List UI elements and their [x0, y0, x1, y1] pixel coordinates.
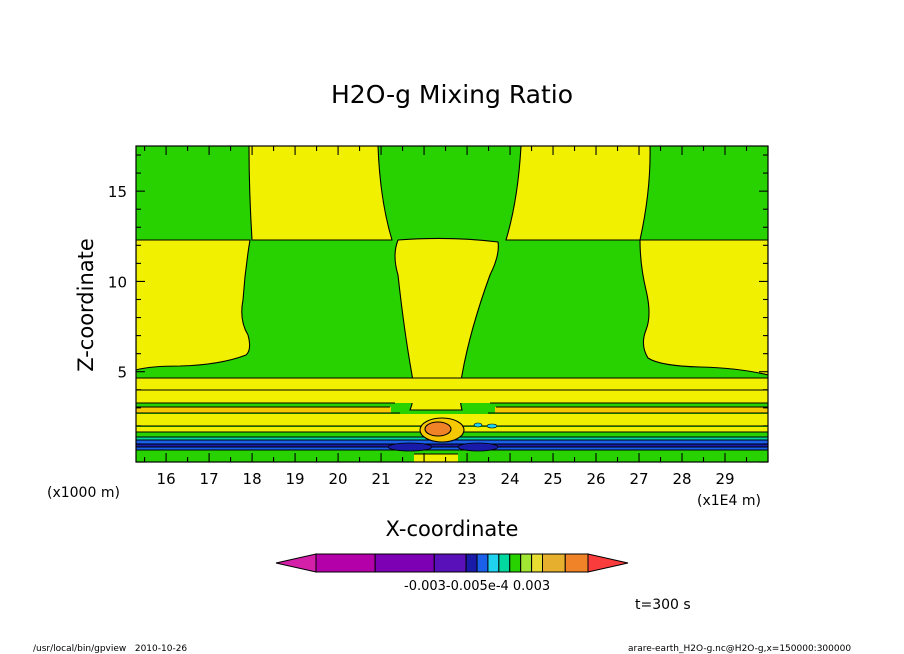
plot-area: 16 17 18 19 20 21 22 23 24 25 26 27 28 29 5 10 15 — [108, 145, 769, 488]
colorbar — [275, 553, 629, 573]
plot-frame — [135, 145, 769, 463]
x-tick-label: 22 — [415, 470, 434, 488]
field-layer-2 — [136, 390, 768, 403]
perturbation-speck — [473, 422, 483, 428]
colorbar-segment — [520, 553, 533, 573]
x-tick-label: 21 — [372, 470, 391, 488]
field-region-upper-right-yellow — [505, 146, 651, 241]
colorbar-segment — [531, 553, 544, 573]
colorbar-segment — [433, 553, 467, 573]
chart-title: H2O-g Mixing Ratio — [331, 80, 573, 109]
perturbation-lower-blue — [387, 442, 433, 452]
colorbar-segment — [564, 553, 589, 573]
x-tick-label: 18 — [243, 470, 262, 488]
x-tick-label: 25 — [543, 470, 562, 488]
field-layer-darkblue — [136, 444, 768, 447]
colorbar-segment — [487, 553, 500, 573]
colorbar-segment — [374, 553, 435, 573]
colorbar-segment — [542, 553, 566, 573]
x-tick-label: 23 — [458, 470, 477, 488]
x-axis-unit: (x1E4 m) — [697, 493, 761, 509]
footer-left: /usr/local/bin/gpview 2010-10-26 — [33, 644, 187, 654]
field-layer-3-orange-right — [495, 407, 768, 413]
x-tick-label: 24 — [500, 470, 519, 488]
colorbar-arrow-right — [587, 553, 629, 573]
field-layer-1 — [136, 378, 768, 390]
x-tick-label: 20 — [329, 470, 348, 488]
x-tick-label: 19 — [286, 470, 305, 488]
field-layer-3-orange — [136, 407, 391, 413]
y-axis-label: Z-coordinate — [74, 238, 98, 372]
field-region-mid-left-yellow — [136, 239, 251, 371]
colorbar-segment — [315, 553, 376, 573]
colorbar-segment — [476, 553, 489, 573]
perturbation-bottom-spot — [414, 454, 458, 462]
field-region-upper-left-yellow — [248, 146, 393, 241]
colorbar-segment — [509, 553, 522, 573]
colorbar-arrow-left — [275, 553, 317, 573]
perturbation-core — [424, 421, 452, 437]
x-tick-label: 27 — [629, 470, 648, 488]
perturbation-speck-2 — [486, 423, 498, 429]
field-layer-blue-b — [136, 447, 768, 450]
colorbar-segment — [498, 553, 511, 573]
x-axis-label: X-coordinate — [386, 517, 519, 541]
field-region-mid-right-yellow — [639, 239, 768, 376]
x-tick-label: 16 — [157, 470, 176, 488]
y-tick-label: 5 — [117, 364, 127, 382]
colorbar-segment — [465, 553, 478, 573]
perturbation-lower-blue-right — [457, 442, 499, 452]
y-axis-unit: (x1000 m) — [47, 485, 120, 501]
footer-right: arare-earth_H2O-g.nc@H2O-g,x=150000:3000… — [628, 644, 851, 654]
x-axis-ticks: 16 17 18 19 20 21 22 23 24 25 26 27 28 29 — [144, 146, 769, 488]
field-layer-blue — [136, 440, 768, 444]
x-tick-label: 28 — [672, 470, 691, 488]
y-tick-label: 10 — [108, 273, 127, 291]
x-tick-label: 29 — [715, 470, 734, 488]
x-tick-label: 26 — [586, 470, 605, 488]
y-axis-ticks: 5 10 15 — [108, 154, 768, 463]
x-tick-label: 17 — [200, 470, 219, 488]
time-annotation: t=300 s — [635, 597, 691, 613]
colorbar-tick-labels: -0.003-0.005e-4 0.003 — [404, 579, 550, 594]
y-tick-label: 15 — [108, 183, 127, 201]
